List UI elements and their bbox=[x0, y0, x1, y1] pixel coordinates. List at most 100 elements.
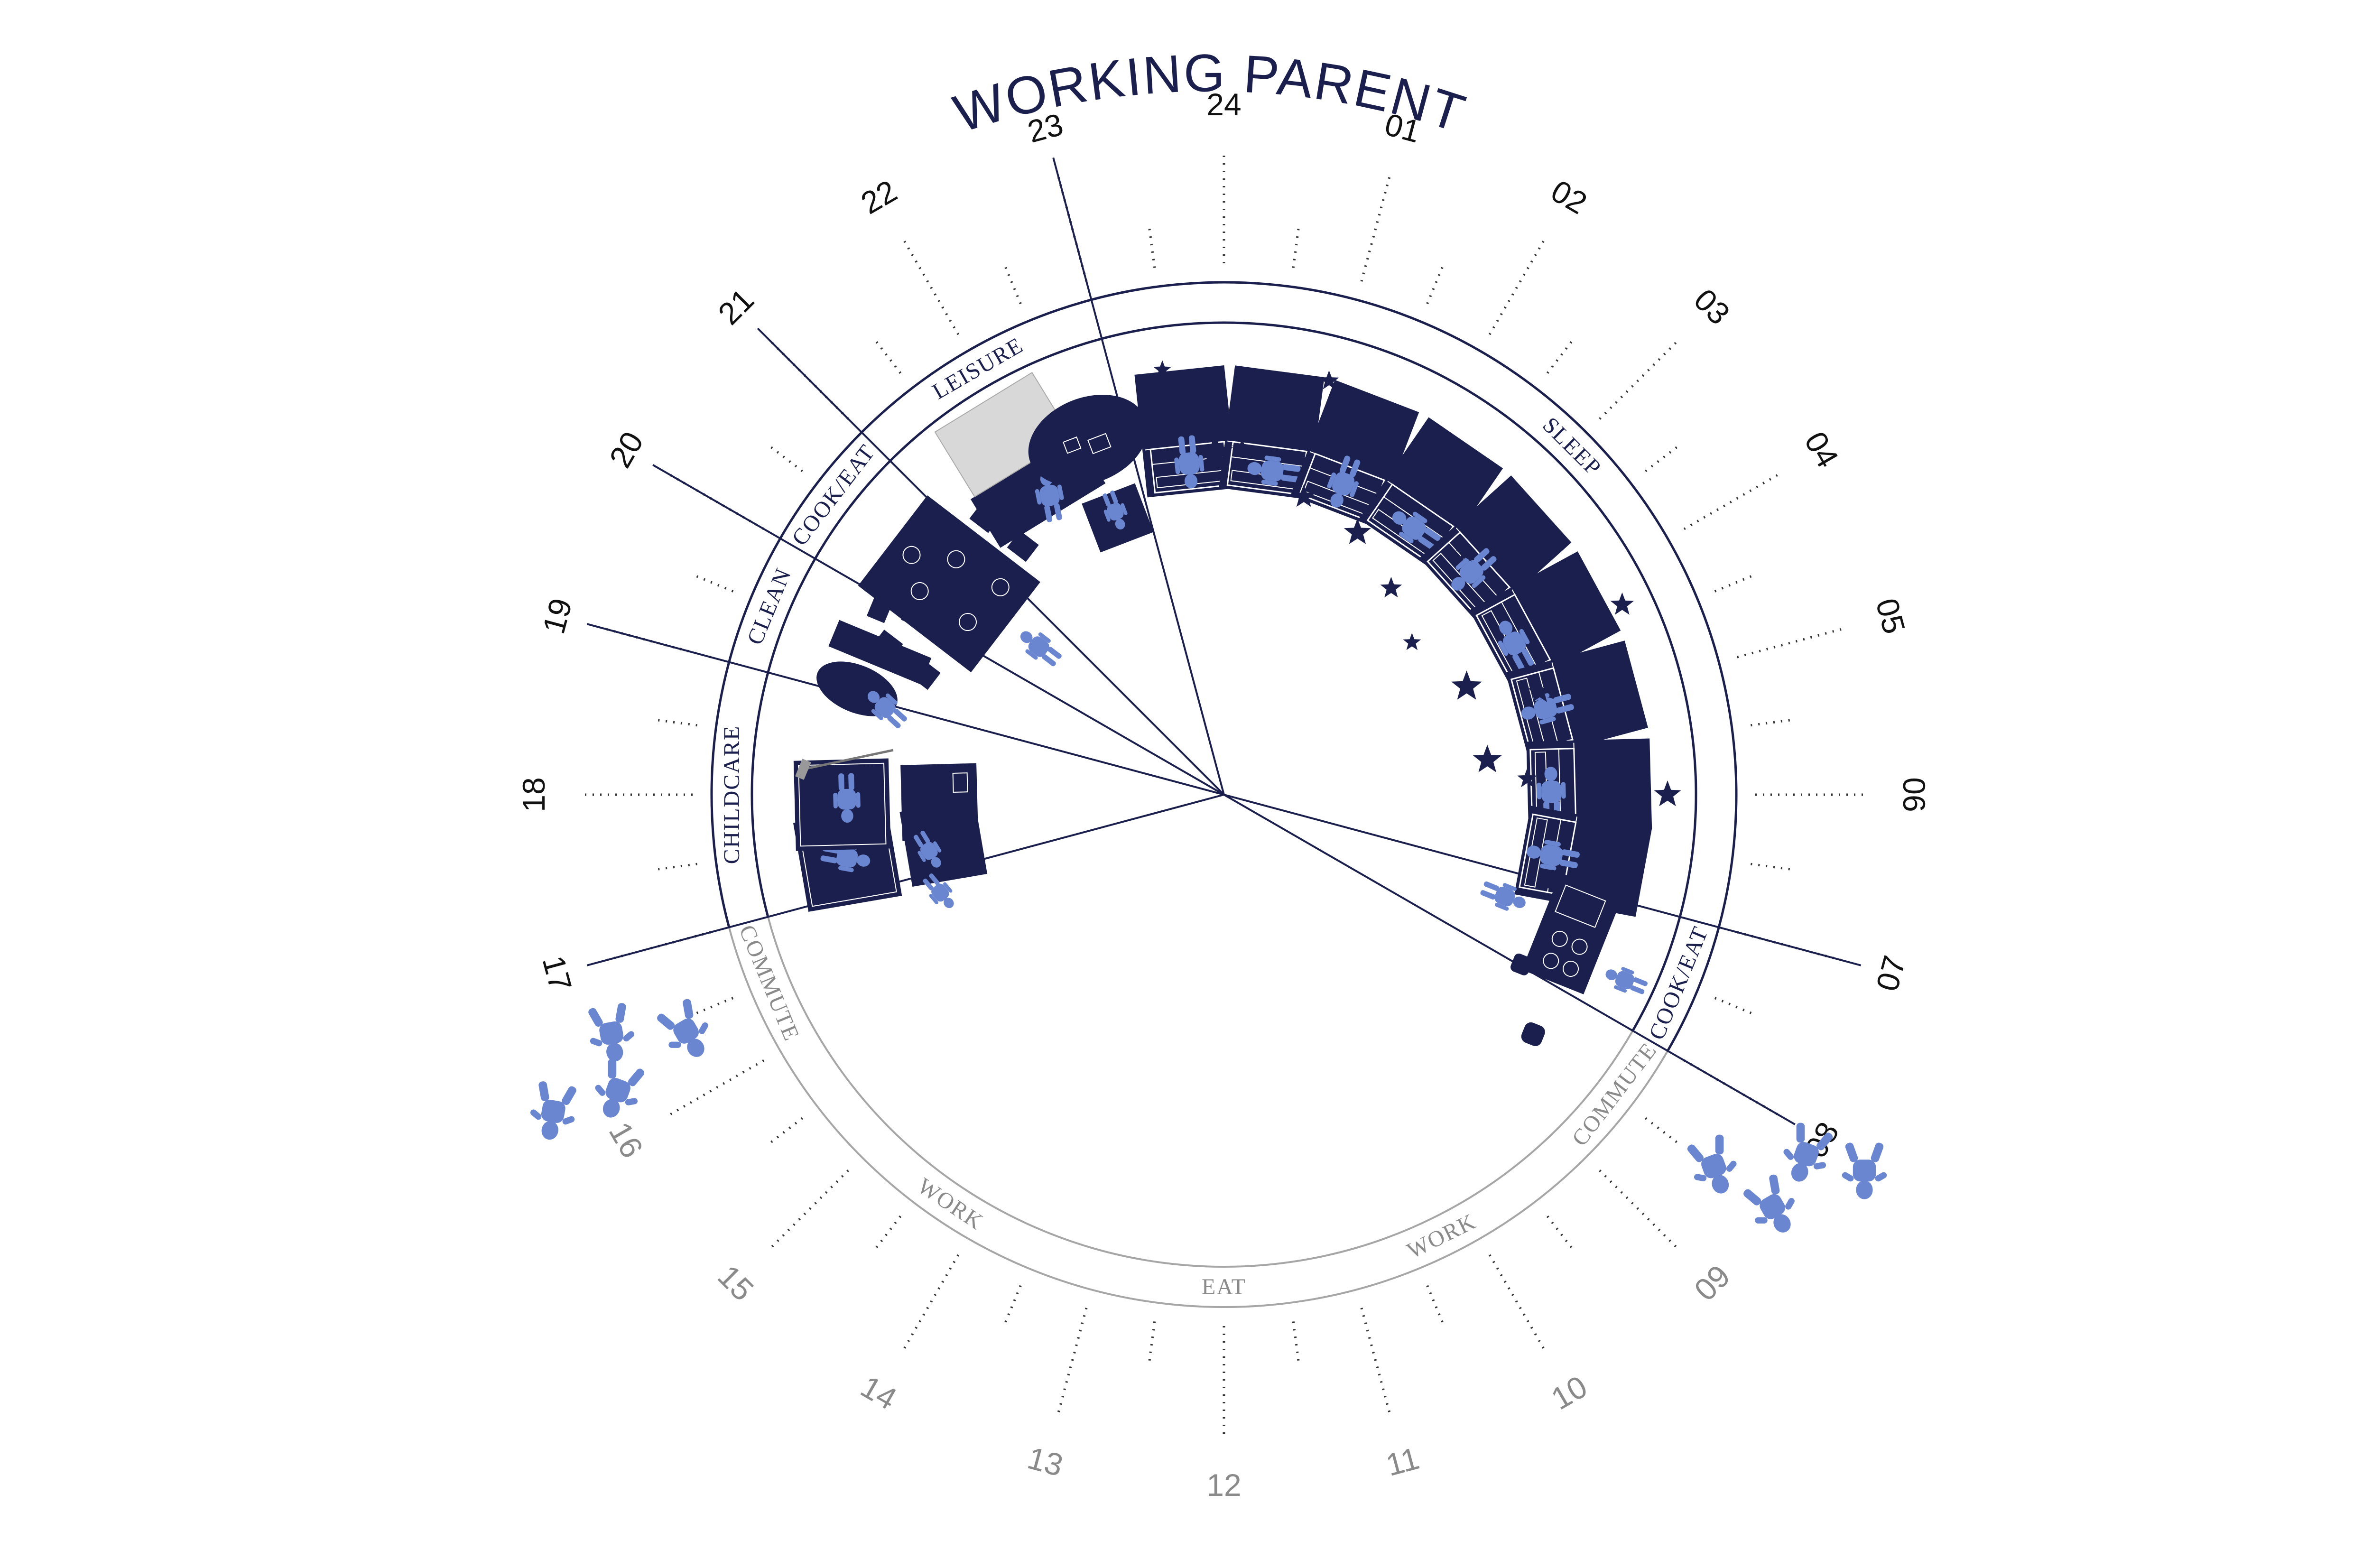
star-icon bbox=[1344, 518, 1371, 544]
hour-label: 24 bbox=[1206, 87, 1241, 122]
star-icon bbox=[1197, 434, 1233, 469]
segment-label: COMMUTE bbox=[1567, 1038, 1662, 1151]
half-hour-tick bbox=[1292, 223, 1301, 268]
half-hour-tick bbox=[652, 718, 697, 727]
hour-tick bbox=[1737, 626, 1848, 659]
hour-label: 04 bbox=[1798, 426, 1846, 473]
half-hour-tick bbox=[1147, 223, 1156, 268]
hour-tick bbox=[900, 235, 960, 335]
star-icon bbox=[1232, 438, 1252, 457]
hour-label: 03 bbox=[1687, 282, 1737, 331]
half-hour-tick bbox=[691, 997, 734, 1017]
half-hour-tick bbox=[1714, 997, 1757, 1017]
hour-tick bbox=[900, 1254, 960, 1355]
divider-line bbox=[1223, 794, 1796, 1125]
segment-label: WORK bbox=[913, 1173, 988, 1235]
divider-line bbox=[1052, 157, 1225, 795]
segment-label: WORK bbox=[1403, 1209, 1480, 1264]
segment-label: CHILDCARE bbox=[719, 725, 744, 864]
segment-label: COMMUTE bbox=[734, 921, 804, 1045]
hour-label: 12 bbox=[1206, 1467, 1241, 1503]
hour-label: 05 bbox=[1869, 594, 1912, 637]
half-hour-tick bbox=[1645, 443, 1682, 473]
segment-label: EAT bbox=[1202, 1274, 1246, 1299]
half-hour-tick bbox=[1002, 1285, 1022, 1328]
commuter-figure-icon bbox=[1783, 1123, 1833, 1182]
half-hour-tick bbox=[1714, 573, 1757, 593]
hour-label: 21 bbox=[711, 282, 760, 331]
star-icon bbox=[1528, 679, 1552, 702]
star-icon bbox=[1517, 768, 1537, 788]
bed-icon bbox=[1359, 417, 1503, 570]
half-hour-tick bbox=[1292, 1321, 1301, 1366]
half-hour-tick bbox=[1645, 1117, 1682, 1147]
hour-label: 16 bbox=[602, 1116, 650, 1164]
bed-icon bbox=[1505, 640, 1648, 760]
hour-label: 09 bbox=[1687, 1258, 1737, 1308]
commuter-figure-icon bbox=[1743, 1174, 1795, 1233]
star-icon bbox=[1455, 542, 1475, 562]
half-hour-tick bbox=[1546, 1215, 1576, 1253]
hour-tick bbox=[664, 1059, 765, 1119]
star-icon bbox=[1403, 633, 1421, 650]
half-hour-tick bbox=[872, 336, 902, 374]
commuter-figure-icon bbox=[595, 1058, 645, 1118]
star-icon bbox=[1380, 576, 1402, 598]
segment-label: SLEEP bbox=[1538, 412, 1606, 481]
hour-label: 07 bbox=[1869, 952, 1912, 995]
half-hour-tick bbox=[766, 443, 803, 473]
inner-ring-away bbox=[767, 917, 1634, 1268]
hour-tick bbox=[1488, 235, 1548, 335]
hour-tick bbox=[1360, 1308, 1392, 1419]
hour-label: 14 bbox=[855, 1369, 903, 1417]
half-hour-tick bbox=[1002, 261, 1022, 305]
half-hour-tick bbox=[766, 1117, 803, 1147]
bed-icon bbox=[1526, 738, 1652, 832]
star-icon bbox=[1492, 485, 1518, 510]
half-hour-tick bbox=[1426, 261, 1446, 305]
segment-label: COOK/EAT bbox=[787, 440, 880, 550]
hour-label: 02 bbox=[1545, 173, 1593, 221]
star-icon bbox=[1654, 780, 1681, 807]
bed-icon bbox=[1134, 365, 1237, 498]
star-icon bbox=[1319, 370, 1339, 390]
hour-tick bbox=[767, 1169, 849, 1252]
half-hour-tick bbox=[1426, 1285, 1446, 1328]
hour-tick bbox=[1360, 171, 1392, 282]
star-icon bbox=[1473, 744, 1502, 772]
outer-ring-away bbox=[728, 927, 1669, 1308]
hour-label: 06 bbox=[1897, 777, 1932, 812]
clock-rings bbox=[710, 281, 1738, 1308]
hour-tick bbox=[1599, 1169, 1681, 1252]
hour-label: 15 bbox=[711, 1258, 760, 1308]
bed-icon bbox=[1219, 365, 1325, 500]
commuter-figure-icon bbox=[657, 999, 708, 1057]
hour-tick bbox=[1056, 1308, 1088, 1419]
divider-line bbox=[586, 623, 1224, 796]
half-hour-tick bbox=[652, 863, 697, 872]
hour-label: 19 bbox=[536, 594, 578, 637]
star-icon bbox=[1153, 360, 1172, 378]
crib-icon bbox=[900, 763, 979, 868]
segment-label: CLEAN bbox=[742, 564, 796, 648]
hour-label: 18 bbox=[516, 777, 551, 812]
commuter-figures bbox=[530, 999, 1887, 1233]
kitchen-table-icon bbox=[1480, 870, 1648, 1047]
star-icon bbox=[1292, 484, 1316, 507]
sofa-icon bbox=[1028, 395, 1154, 553]
commuter-figure-icon bbox=[530, 1081, 576, 1140]
divider-line bbox=[586, 794, 1224, 966]
hour-label: 20 bbox=[602, 426, 650, 473]
hour-label: 10 bbox=[1545, 1369, 1593, 1417]
crib-icon bbox=[793, 758, 891, 851]
commuter-figure-icon bbox=[1687, 1134, 1737, 1194]
activity-illustrations bbox=[793, 360, 1681, 1047]
commuter-figure-icon bbox=[588, 1003, 634, 1062]
hour-label: 22 bbox=[855, 173, 903, 221]
bed-icon bbox=[1514, 806, 1652, 917]
star-icon bbox=[1451, 670, 1482, 700]
outer-ring-home bbox=[710, 281, 1738, 1052]
star-icon bbox=[1364, 420, 1385, 439]
